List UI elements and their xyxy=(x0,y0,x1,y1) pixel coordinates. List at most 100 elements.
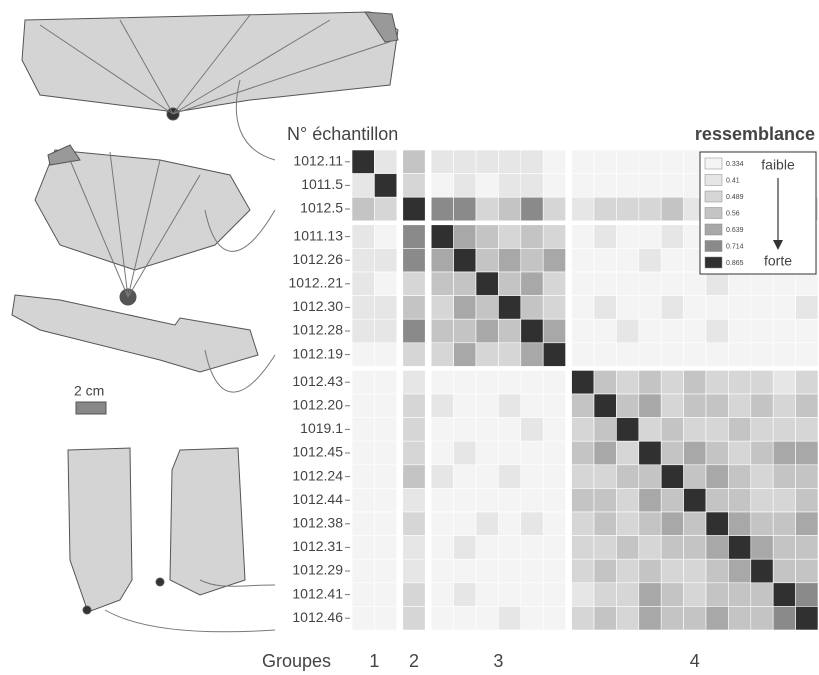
row-label: 1012.11 xyxy=(293,153,343,169)
cell xyxy=(542,417,566,442)
drawing xyxy=(11,294,259,373)
cell xyxy=(430,370,454,395)
cell xyxy=(351,196,375,222)
cell xyxy=(453,535,477,560)
cell xyxy=(351,342,375,367)
cell xyxy=(374,295,398,320)
cell xyxy=(660,535,684,560)
cell xyxy=(430,224,454,249)
cell xyxy=(571,318,595,344)
cell xyxy=(571,173,595,198)
cell xyxy=(402,318,426,344)
legend-arrowhead xyxy=(773,240,783,250)
row-label: 1012.28 xyxy=(292,322,343,338)
cell xyxy=(683,511,707,536)
cell xyxy=(571,417,595,442)
cell xyxy=(728,464,752,489)
cell xyxy=(351,271,375,296)
cell xyxy=(475,342,499,367)
cell xyxy=(571,393,595,418)
cell xyxy=(638,318,662,344)
cell xyxy=(683,271,707,296)
cell xyxy=(660,606,684,631)
cell xyxy=(374,173,398,198)
cell xyxy=(593,342,617,367)
cell xyxy=(795,417,819,442)
cell xyxy=(520,582,544,607)
cell xyxy=(453,558,477,584)
drawing xyxy=(21,11,399,113)
cell xyxy=(638,370,662,395)
cell xyxy=(520,488,544,513)
cell xyxy=(593,248,617,273)
cell xyxy=(351,248,375,273)
cell xyxy=(351,511,375,536)
cell xyxy=(616,224,640,249)
cell xyxy=(402,196,426,222)
cell xyxy=(475,149,499,174)
cell xyxy=(638,342,662,367)
cell xyxy=(520,370,544,395)
cell xyxy=(660,558,684,584)
cell xyxy=(453,393,477,418)
cell xyxy=(772,440,796,466)
cell xyxy=(374,558,398,584)
drawing xyxy=(155,577,165,587)
cell xyxy=(616,558,640,584)
cell xyxy=(402,417,426,442)
cell xyxy=(520,318,544,344)
ray xyxy=(69,151,201,298)
cell xyxy=(498,173,522,198)
cell xyxy=(705,271,729,296)
cell xyxy=(453,318,477,344)
cell xyxy=(705,393,729,418)
cell xyxy=(660,149,684,174)
drawing xyxy=(67,447,133,613)
cell xyxy=(728,318,752,344)
cell xyxy=(475,558,499,584)
cell xyxy=(374,342,398,367)
cell xyxy=(705,295,729,320)
cell xyxy=(542,271,566,296)
cell xyxy=(660,417,684,442)
cell xyxy=(402,558,426,584)
cell xyxy=(705,464,729,489)
cell xyxy=(571,370,595,395)
cell xyxy=(638,224,662,249)
cell xyxy=(705,582,729,607)
cell xyxy=(498,342,522,367)
cell xyxy=(593,417,617,442)
cell xyxy=(374,488,398,513)
cell xyxy=(750,271,774,296)
cell xyxy=(453,196,477,222)
cell xyxy=(475,464,499,489)
legend-title: ressemblance xyxy=(695,124,815,144)
cell xyxy=(498,318,522,344)
leader xyxy=(199,579,276,587)
cell xyxy=(750,606,774,631)
cell xyxy=(616,535,640,560)
legend-swatch xyxy=(704,174,723,186)
cell xyxy=(542,318,566,344)
cell xyxy=(475,224,499,249)
cell xyxy=(705,558,729,584)
cell xyxy=(772,464,796,489)
cell xyxy=(750,370,774,395)
cell xyxy=(542,393,566,418)
cell xyxy=(593,582,617,607)
cell xyxy=(660,582,684,607)
row-label: 1012.19 xyxy=(292,345,343,361)
cell xyxy=(571,342,595,367)
cell xyxy=(351,558,375,584)
cell xyxy=(542,582,566,607)
cell xyxy=(772,342,796,367)
cell xyxy=(638,196,662,222)
cell xyxy=(593,295,617,320)
cell xyxy=(475,417,499,442)
cell xyxy=(616,271,640,296)
cell xyxy=(683,464,707,489)
cell xyxy=(593,535,617,560)
cell xyxy=(616,488,640,513)
cell xyxy=(571,248,595,273)
cell xyxy=(683,342,707,367)
